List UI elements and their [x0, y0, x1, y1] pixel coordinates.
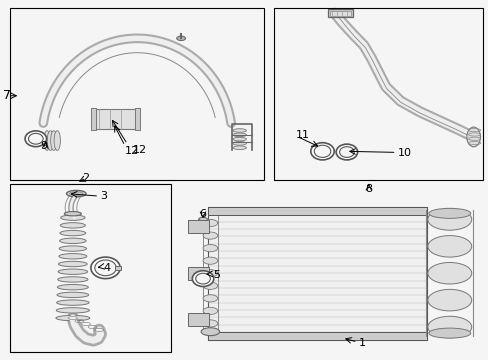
Bar [273, 8, 483, 180]
Ellipse shape [232, 141, 246, 145]
Ellipse shape [60, 223, 85, 228]
Ellipse shape [64, 212, 81, 216]
Ellipse shape [57, 300, 89, 305]
Bar [135, 108, 140, 130]
Ellipse shape [310, 143, 333, 160]
Ellipse shape [335, 144, 357, 160]
Bar [115, 266, 121, 270]
Ellipse shape [176, 36, 185, 41]
Ellipse shape [60, 230, 85, 236]
Text: 9: 9 [40, 141, 47, 151]
Ellipse shape [59, 253, 87, 259]
Ellipse shape [428, 208, 470, 219]
Ellipse shape [47, 131, 54, 150]
Text: 12: 12 [125, 145, 139, 156]
Ellipse shape [203, 220, 217, 226]
Text: 11: 11 [295, 130, 309, 140]
Text: 8: 8 [365, 184, 372, 194]
Ellipse shape [427, 316, 471, 338]
Ellipse shape [59, 246, 86, 251]
Bar [94, 109, 136, 129]
Text: 3: 3 [101, 191, 107, 201]
Ellipse shape [58, 269, 87, 274]
Bar [328, 9, 352, 17]
Ellipse shape [59, 261, 87, 267]
Ellipse shape [57, 292, 88, 298]
Bar [207, 332, 427, 339]
Text: 4: 4 [103, 263, 110, 273]
Ellipse shape [192, 271, 213, 287]
Ellipse shape [58, 277, 88, 282]
Ellipse shape [427, 235, 471, 257]
Text: 10: 10 [397, 148, 411, 158]
Ellipse shape [28, 134, 43, 144]
Ellipse shape [203, 232, 217, 239]
Ellipse shape [56, 308, 89, 313]
Ellipse shape [51, 131, 57, 150]
Ellipse shape [66, 190, 86, 197]
Text: 1: 1 [358, 338, 366, 348]
Text: 5: 5 [212, 270, 219, 280]
Polygon shape [207, 207, 427, 339]
Ellipse shape [95, 260, 116, 276]
Ellipse shape [56, 315, 90, 321]
Ellipse shape [428, 328, 470, 338]
Bar [188, 267, 208, 280]
Ellipse shape [232, 129, 246, 132]
Text: 7: 7 [3, 89, 11, 102]
Ellipse shape [203, 320, 217, 327]
Ellipse shape [427, 209, 471, 230]
Ellipse shape [232, 146, 246, 149]
Bar [10, 184, 171, 352]
Bar [330, 11, 350, 16]
Ellipse shape [232, 133, 246, 136]
Ellipse shape [203, 295, 217, 302]
Ellipse shape [91, 257, 120, 279]
Bar [10, 8, 264, 180]
Bar [188, 220, 208, 233]
Ellipse shape [427, 289, 471, 311]
Ellipse shape [466, 127, 480, 147]
Bar [207, 207, 427, 215]
Text: 6: 6 [199, 209, 206, 219]
Ellipse shape [54, 131, 61, 150]
Ellipse shape [25, 131, 46, 147]
Ellipse shape [203, 270, 217, 277]
Ellipse shape [203, 257, 217, 264]
Text: 12: 12 [132, 144, 146, 154]
Ellipse shape [195, 273, 210, 284]
Ellipse shape [203, 307, 217, 315]
Ellipse shape [314, 145, 330, 157]
Ellipse shape [201, 328, 219, 336]
Text: 2: 2 [82, 173, 89, 183]
Ellipse shape [61, 215, 85, 220]
Ellipse shape [44, 131, 50, 150]
Ellipse shape [69, 192, 83, 195]
Ellipse shape [203, 282, 217, 289]
Bar [188, 314, 208, 326]
Ellipse shape [427, 262, 471, 284]
Ellipse shape [60, 238, 86, 243]
Ellipse shape [198, 217, 207, 222]
Bar [90, 108, 95, 130]
Ellipse shape [57, 284, 88, 290]
Ellipse shape [339, 147, 353, 157]
Ellipse shape [203, 244, 217, 252]
Ellipse shape [232, 137, 246, 141]
